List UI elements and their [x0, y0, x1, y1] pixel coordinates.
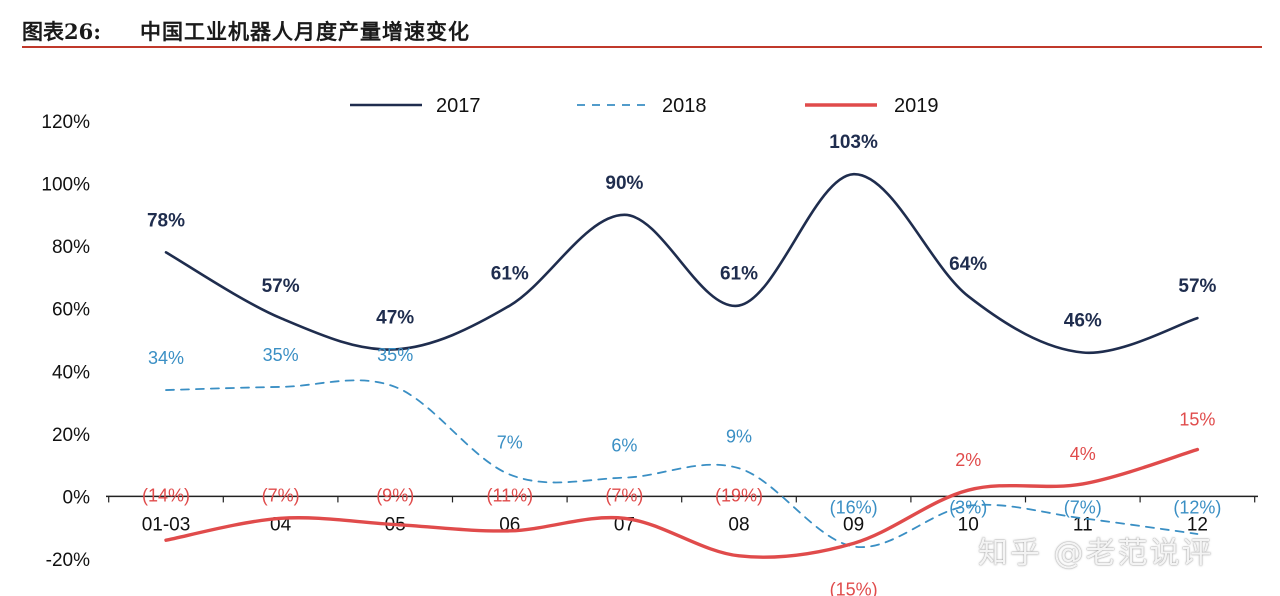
data-label-2017: 61%: [491, 264, 529, 285]
legend-item-2018: 2018: [577, 95, 707, 117]
x-tick-label: 01-03: [142, 514, 191, 535]
y-tick-label: 120%: [41, 112, 90, 133]
legend-item-2019: 2019: [805, 95, 939, 117]
x-tick-label: 08: [728, 514, 749, 535]
data-label-2017: 47%: [376, 307, 414, 328]
data-label-2018: 7%: [497, 433, 523, 453]
legend: 2017 2018 2019: [350, 95, 939, 117]
data-label-2018: 6%: [611, 436, 637, 456]
legend-label: 2019: [894, 95, 939, 117]
data-label-2019: (7%): [262, 485, 300, 505]
data-label-2018: (3%): [949, 497, 987, 517]
data-label-2019: (11%): [486, 485, 533, 505]
y-tick-label: 80%: [52, 237, 90, 258]
y-tick-label: -20%: [46, 550, 90, 571]
data-label-2018: (7%): [1064, 497, 1102, 517]
x-tick-label: 09: [843, 514, 864, 535]
data-label-2017: 64%: [949, 254, 987, 275]
data-labels: 78% 57% 47% 61% 90% 61% 103% 64% 46% 57% 34% 35% 35%…: [142, 132, 1221, 596]
series-line-2017: [164, 172, 1199, 355]
series-lines: [164, 172, 1200, 559]
figure-title: 中国工业机器人月度产量增速变化: [140, 19, 470, 44]
data-label-2017: 57%: [262, 276, 300, 297]
legend-label: 2018: [662, 95, 707, 117]
watermark: 知乎 @老范说评: [978, 536, 1214, 571]
legend-item-2017: 2017: [350, 95, 481, 117]
data-label-2019: (7%): [605, 485, 643, 505]
data-label-2018: (12%): [1173, 497, 1221, 517]
y-tick-label: 40%: [52, 362, 90, 383]
series-line-2019: [164, 447, 1200, 559]
data-label-2019: 15%: [1179, 410, 1215, 430]
data-label-2017: 90%: [605, 173, 643, 194]
data-label-2019: (9%): [376, 485, 414, 505]
x-tick-label: 10: [958, 514, 979, 535]
series-line-2018: [165, 379, 1199, 548]
data-label-2019: 2%: [955, 450, 981, 470]
data-label-2019: (14%): [142, 485, 190, 505]
y-tick-label: 0%: [63, 487, 91, 508]
data-label-2019: (15%): [830, 579, 878, 596]
figure-header: 图表26: 中国工业机器人月度产量增速变化: [22, 10, 1262, 48]
data-label-2018: 35%: [377, 345, 413, 365]
data-label-2017: 78%: [147, 210, 185, 231]
y-axis: -20% 0% 20% 40% 60% 80% 100% 120%: [41, 112, 90, 571]
data-label-2017: 57%: [1178, 276, 1216, 297]
legend-label: 2017: [436, 95, 481, 117]
data-label-2019: (19%): [715, 485, 763, 505]
x-tick-label: 12: [1187, 514, 1208, 535]
data-label-2019: 4%: [1070, 444, 1096, 464]
data-label-2018: 35%: [263, 345, 299, 365]
data-label-2017: 46%: [1064, 311, 1102, 332]
data-label-2018: 34%: [148, 348, 184, 368]
y-tick-label: 60%: [52, 300, 90, 321]
figure-number: 图表26:: [22, 19, 101, 44]
data-label-2018: 9%: [726, 426, 752, 446]
y-tick-label: 20%: [52, 425, 90, 446]
data-label-2017: 103%: [829, 132, 878, 153]
data-label-2018: (16%): [830, 497, 878, 517]
data-label-2017: 61%: [720, 264, 758, 285]
y-tick-label: 100%: [41, 175, 90, 196]
